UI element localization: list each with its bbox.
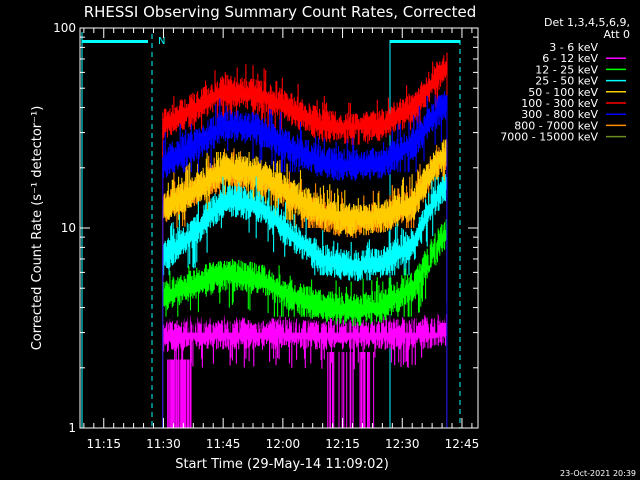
y-tick-label: 100 <box>53 21 76 35</box>
y-tick-label: 10 <box>61 221 76 235</box>
legend-label: 50 - 100 keV <box>528 86 598 99</box>
y-tick-label: 1 <box>68 421 76 435</box>
x-tick-label: 12:15 <box>325 437 360 451</box>
legend-label: 800 - 7000 keV <box>514 119 598 132</box>
x-axis-ticks: 11:15 11:30 11:45 12:00 12:15 12:30 12:45 <box>83 28 480 451</box>
night-marker-label: N <box>158 36 165 47</box>
x-tick-label: 12:00 <box>266 437 301 451</box>
legend-label: 7000 - 15000 keV <box>500 131 598 144</box>
plot-area: N <box>81 32 461 428</box>
legend-label: 6 - 12 keV <box>542 52 598 65</box>
x-tick-label: 11:15 <box>86 437 121 451</box>
x-tick-label: 11:30 <box>146 437 181 451</box>
legend-label: 300 - 800 keV <box>521 108 598 121</box>
legend-label: 100 - 300 keV <box>521 97 598 110</box>
x-tick-label: 12:30 <box>385 437 420 451</box>
series-6-12-kev-dips <box>167 352 375 428</box>
legend-label: 3 - 6 keV <box>549 41 598 54</box>
x-tick-label: 11:45 <box>206 437 241 451</box>
y-axis-ticks: 1 10 100 <box>53 21 478 435</box>
x-axis-label: Start Time (29-May-14 11:09:02) <box>175 457 389 472</box>
legend-header-line2: Att 0 <box>604 28 630 41</box>
x-tick-label: 12:45 <box>445 437 480 451</box>
legend-label: 12 - 25 keV <box>535 63 598 76</box>
legend-header-line1: Det 1,3,4,5,6,9, <box>544 16 630 29</box>
footer-timestamp: 23-Oct-2021 20:39 <box>560 469 636 478</box>
attenuator-bar-left <box>82 40 148 43</box>
chart-title: RHESSI Observing Summary Count Rates, Co… <box>84 3 477 21</box>
y-axis-label: Corrected Count Rate (s⁻¹ detector⁻¹) <box>30 106 45 351</box>
attenuator-bar-right <box>390 40 460 43</box>
legend-label: 25 - 50 keV <box>535 75 598 88</box>
